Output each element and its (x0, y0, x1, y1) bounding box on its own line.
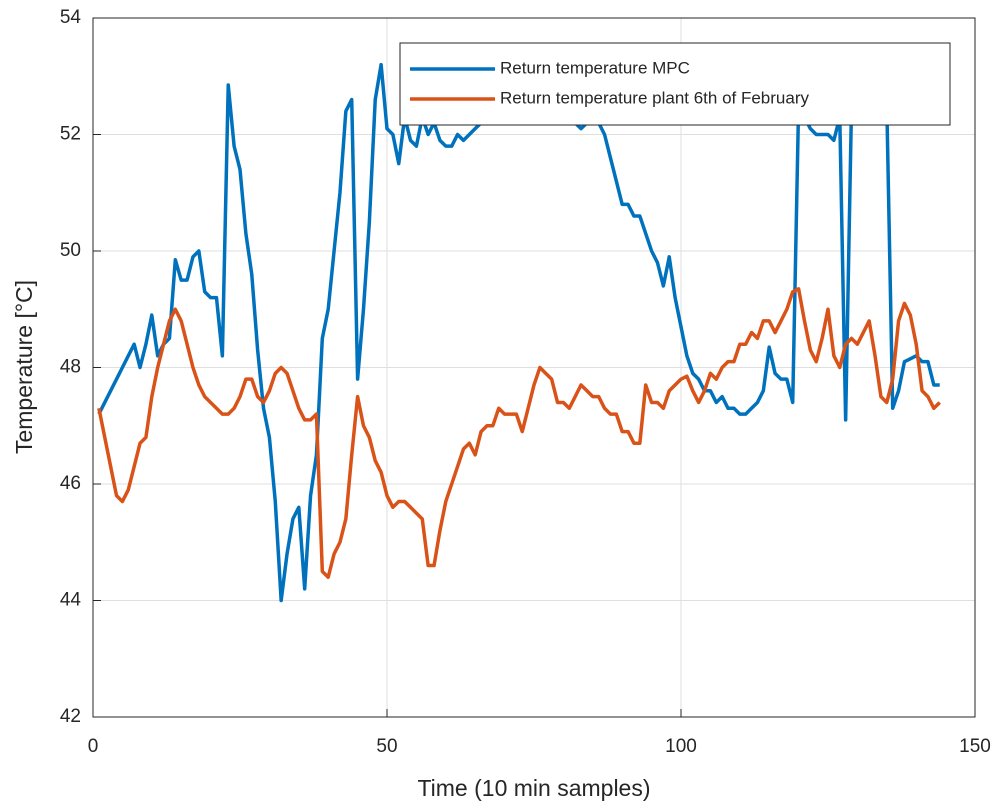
series-line (97, 287, 941, 579)
x-tick-label: 100 (665, 736, 697, 757)
legend: Return temperature MPC Return temperature… (399, 42, 951, 126)
y-tick-label: 44 (60, 590, 82, 611)
x-tick-label: 150 (959, 736, 991, 757)
x-tick-label: 50 (376, 736, 397, 757)
y-tick-label: 50 (60, 240, 81, 261)
x-tick-label: 0 (88, 736, 99, 757)
y-tick-label: 52 (60, 124, 81, 145)
ticks: 0 50 100 150 42 44 46 48 50 52 54 (60, 7, 991, 757)
x-axis-label: Time (10 min samples) (417, 775, 650, 801)
y-tick-label: 46 (60, 473, 81, 494)
y-tick-label: 42 (60, 706, 81, 727)
legend-label: Return temperature MPC (500, 58, 690, 77)
legend-label: Return temperature plant 6th of February (500, 88, 809, 107)
y-tick-label: 48 (60, 357, 81, 378)
y-tick-label: 54 (60, 7, 82, 28)
legend-box (399, 42, 951, 126)
y-axis-label: Temperature [°C] (11, 280, 37, 454)
